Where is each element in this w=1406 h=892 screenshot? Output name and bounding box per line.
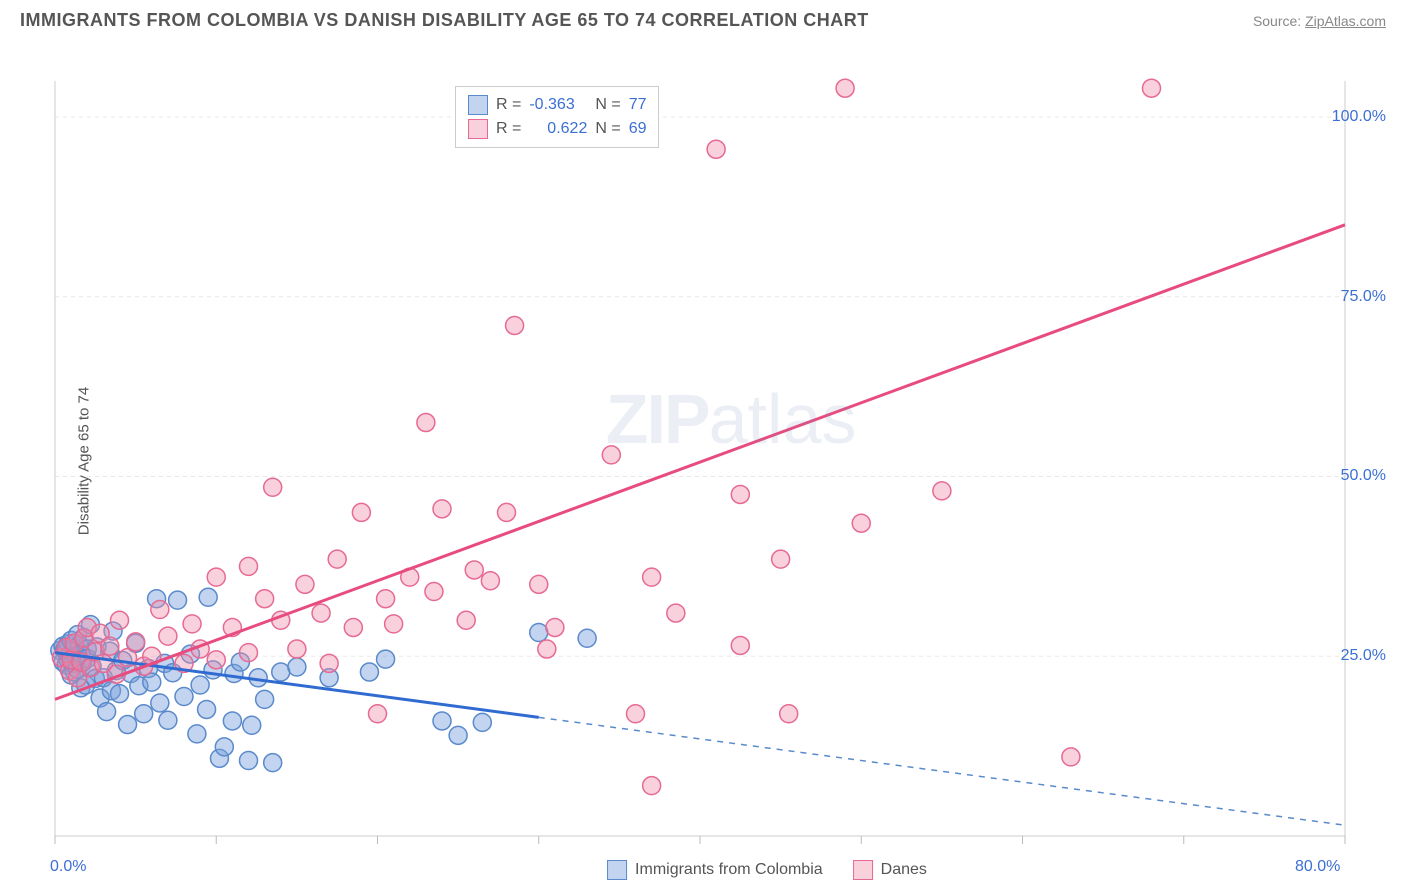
source: Source: ZipAtlas.com [1253, 13, 1386, 29]
legend-item: Danes [853, 860, 927, 880]
r-label: R = [496, 117, 521, 141]
series-label: Danes [881, 861, 927, 879]
correlation-legend: R = -0.363 N = 77 R = 0.622 N = 69 [455, 86, 659, 148]
chart-title: IMMIGRANTS FROM COLOMBIA VS DANISH DISAB… [20, 10, 869, 31]
n-label: N = [595, 93, 620, 117]
n-value: 69 [629, 117, 647, 141]
r-value: 0.622 [529, 117, 587, 141]
n-label: N = [595, 117, 620, 141]
swatch-icon [468, 95, 488, 115]
header: IMMIGRANTS FROM COLOMBIA VS DANISH DISAB… [0, 0, 1406, 36]
source-link[interactable]: ZipAtlas.com [1305, 13, 1386, 29]
series-label: Immigrants from Colombia [635, 861, 823, 879]
scatter-chart [0, 36, 1406, 856]
swatch-icon [607, 860, 627, 880]
legend-item: Immigrants from Colombia [607, 860, 823, 880]
legend-row: R = 0.622 N = 69 [468, 117, 646, 141]
y-axis-label: Disability Age 65 to 74 [76, 387, 93, 535]
y-tick-label: 100.0% [1332, 108, 1386, 126]
swatch-icon [468, 119, 488, 139]
swatch-icon [853, 860, 873, 880]
y-tick-label: 75.0% [1341, 288, 1386, 306]
y-tick-label: 50.0% [1341, 467, 1386, 485]
x-origin-label: 0.0% [50, 858, 86, 876]
chart-container: Disability Age 65 to 74 ZIPatlas R = -0.… [0, 36, 1406, 886]
r-label: R = [496, 93, 521, 117]
n-value: 77 [629, 93, 647, 117]
legend-row: R = -0.363 N = 77 [468, 93, 646, 117]
source-label: Source: [1253, 13, 1301, 29]
series-legend: Immigrants from Colombia Danes [607, 860, 927, 880]
y-tick-label: 25.0% [1341, 647, 1386, 665]
r-value: -0.363 [529, 93, 587, 117]
x-end-label: 80.0% [1295, 858, 1340, 876]
